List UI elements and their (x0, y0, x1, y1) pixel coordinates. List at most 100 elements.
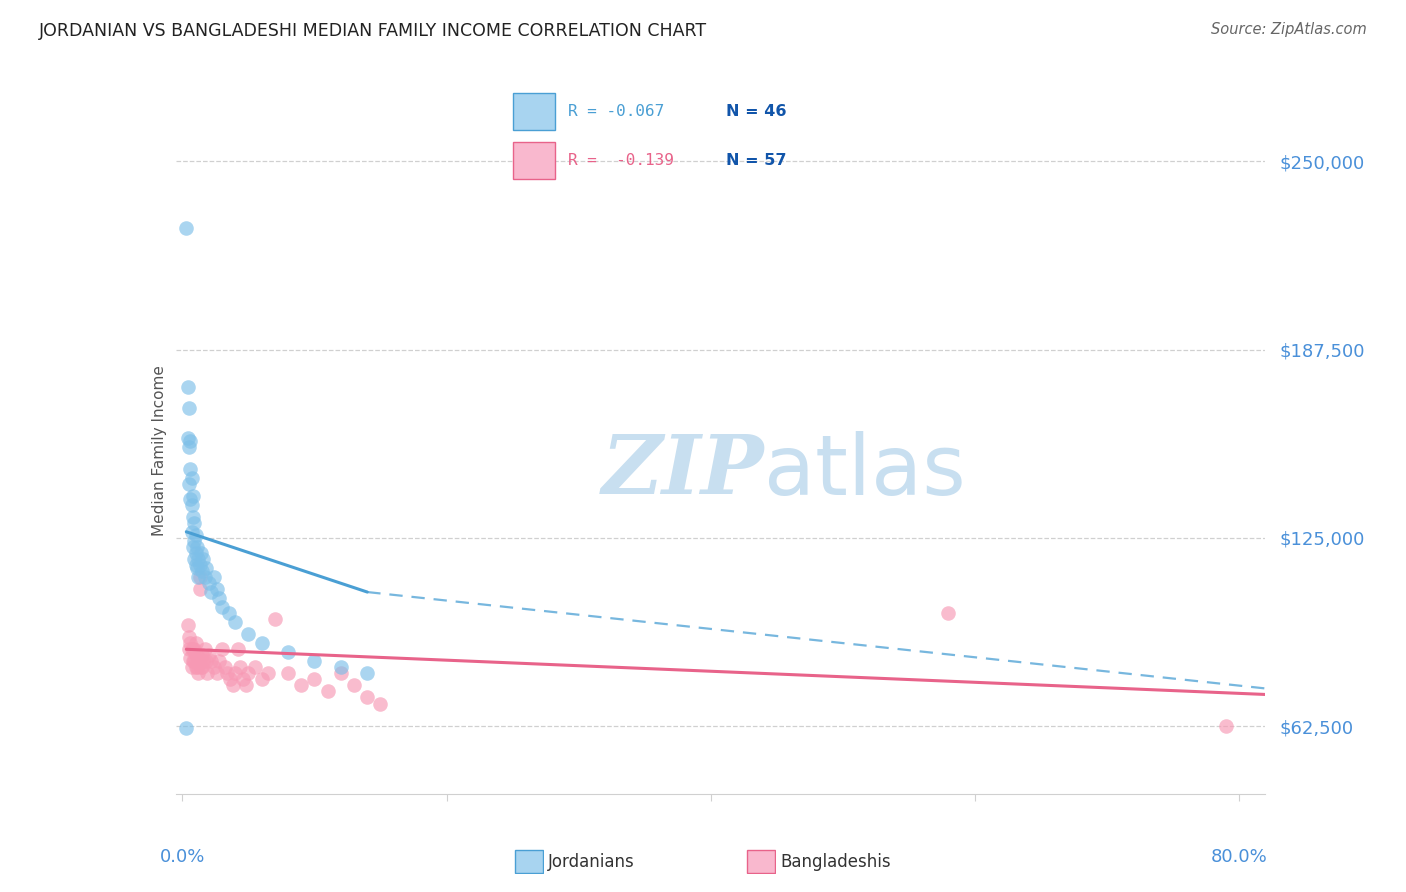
Text: N = 46: N = 46 (725, 103, 786, 119)
Point (191, 564, 214, 578)
Point (179, 434, 201, 449)
Point (200, 585, 222, 599)
Point (176, 431, 198, 445)
Point (186, 648, 208, 663)
Point (177, 476, 200, 491)
Text: JORDANIAN VS BANGLADESHI MEDIAN FAMILY INCOME CORRELATION CHART: JORDANIAN VS BANGLADESHI MEDIAN FAMILY I… (39, 22, 707, 40)
Point (243, 660, 266, 674)
Point (193, 654, 215, 668)
Point (184, 660, 207, 674)
Point (235, 678, 257, 692)
Point (205, 666, 228, 681)
Point (177, 441, 200, 455)
Text: N = 57: N = 57 (725, 153, 786, 169)
Point (217, 666, 239, 681)
Point (179, 491, 201, 506)
Point (184, 528, 207, 542)
Point (200, 654, 222, 668)
Point (193, 552, 215, 566)
Point (202, 660, 225, 674)
Point (214, 660, 236, 674)
Point (1215, 719, 1237, 733)
Point (181, 654, 204, 668)
Point (187, 666, 209, 681)
Point (304, 673, 326, 687)
Point (304, 654, 326, 668)
Point (180, 470, 202, 484)
Point (250, 636, 273, 650)
Point (229, 660, 252, 674)
Point (176, 220, 198, 235)
Point (238, 627, 260, 641)
Point (329, 666, 352, 681)
Text: atlas: atlas (765, 431, 966, 512)
Point (191, 648, 214, 663)
Point (180, 642, 202, 657)
Point (190, 660, 212, 674)
Point (183, 552, 205, 566)
Point (194, 570, 217, 584)
Text: 0.0%: 0.0% (160, 848, 205, 866)
Point (177, 630, 200, 644)
Bar (513, 93, 554, 130)
Point (218, 606, 240, 620)
Point (184, 636, 207, 650)
Point (329, 660, 352, 674)
Point (263, 612, 285, 626)
Point (179, 636, 201, 650)
Point (226, 642, 249, 657)
Point (183, 642, 205, 657)
Text: Source: ZipAtlas.com: Source: ZipAtlas.com (1211, 22, 1367, 37)
Point (277, 645, 299, 659)
Point (356, 666, 378, 681)
Point (370, 697, 392, 711)
Point (177, 401, 200, 416)
Point (186, 540, 208, 554)
Point (938, 606, 960, 620)
Point (180, 524, 202, 539)
Point (179, 651, 201, 665)
Point (208, 591, 231, 605)
Point (219, 673, 242, 687)
Point (208, 654, 231, 668)
Point (184, 648, 207, 663)
Text: Jordanians: Jordanians (548, 853, 636, 871)
Point (211, 642, 233, 657)
Point (191, 660, 214, 674)
Point (186, 660, 208, 674)
Point (180, 660, 202, 674)
Point (190, 546, 212, 560)
Point (176, 721, 198, 735)
Point (176, 380, 198, 394)
Point (188, 558, 211, 572)
Point (177, 642, 200, 657)
Point (188, 582, 211, 596)
Point (277, 666, 299, 681)
Point (195, 561, 218, 575)
Point (356, 690, 378, 705)
Point (181, 509, 204, 524)
Point (238, 666, 260, 681)
Point (179, 461, 201, 475)
Point (188, 570, 211, 584)
Point (187, 552, 209, 566)
Point (195, 654, 218, 668)
Text: R =  -0.139: R = -0.139 (568, 153, 673, 169)
Point (202, 570, 225, 584)
Point (194, 642, 217, 657)
Point (211, 600, 233, 615)
Point (187, 570, 209, 584)
Point (183, 654, 205, 668)
Text: R = -0.067: R = -0.067 (568, 103, 664, 119)
Bar (513, 142, 554, 179)
Text: Bangladeshis: Bangladeshis (780, 853, 891, 871)
Point (181, 540, 204, 554)
Point (183, 516, 205, 530)
Point (181, 489, 204, 503)
Point (250, 673, 273, 687)
Point (232, 673, 254, 687)
Point (184, 546, 207, 560)
Point (186, 561, 208, 575)
Y-axis label: Median Family Income: Median Family Income (152, 365, 167, 536)
Point (224, 666, 246, 681)
